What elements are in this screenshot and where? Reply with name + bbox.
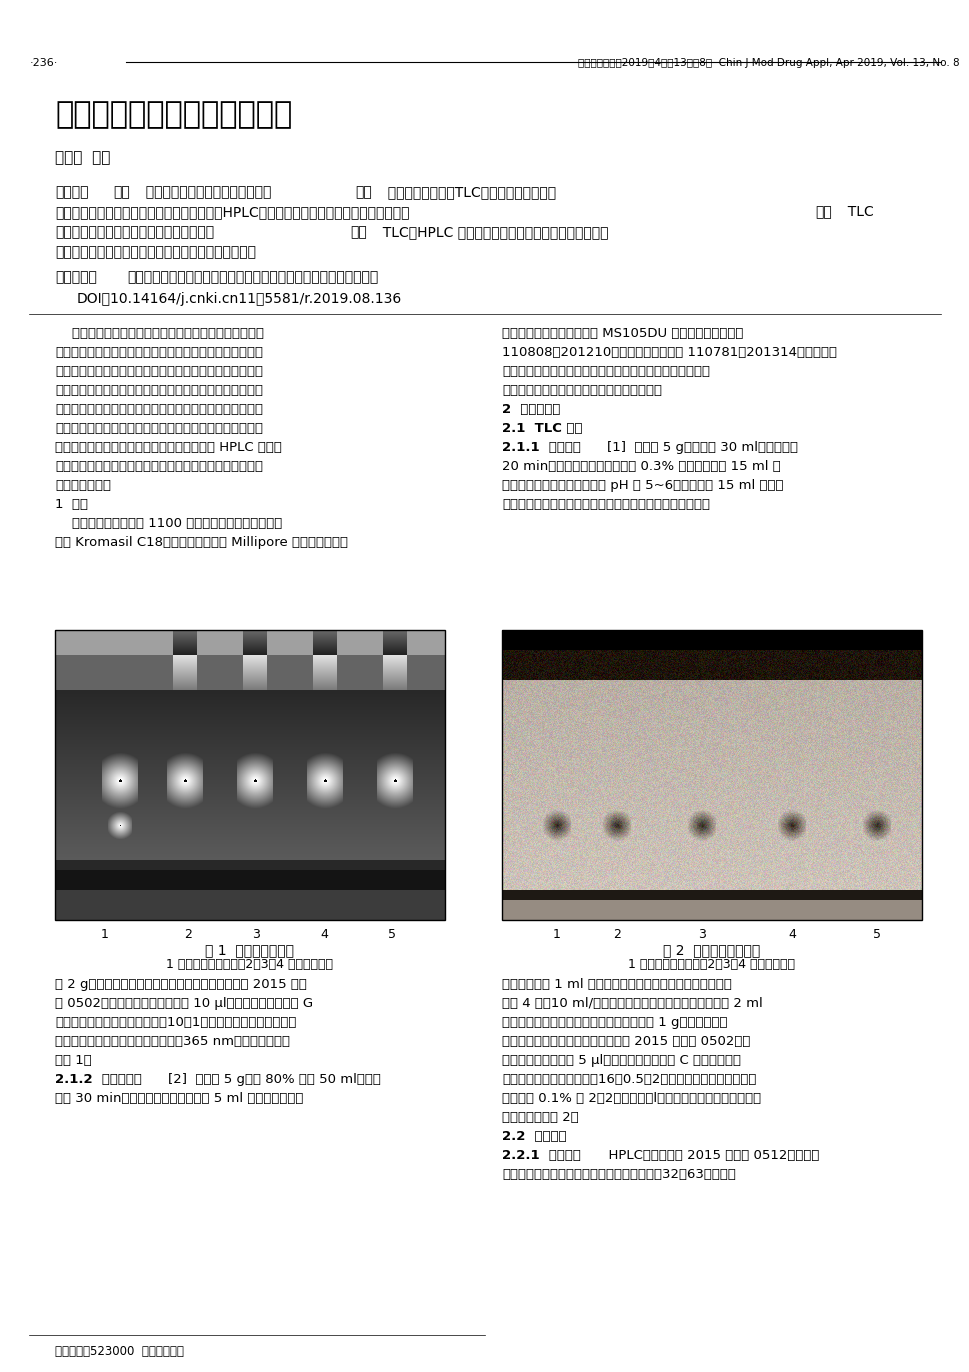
Text: 晾干，用 0.1% 的 2，2－二甲基－l－苔脯基无水乙醇溶液浸板，: 晾干，用 0.1% 的 2，2－二甲基－l－苔脯基无水乙醇溶液浸板， <box>502 1092 761 1104</box>
Text: 5: 5 <box>388 927 395 941</box>
Text: 结论: 结论 <box>350 225 366 239</box>
Text: 1 为黄芙甲苷对照品；2、3、4 为三批供试品: 1 为黄芙甲苷对照品；2、3、4 为三批供试品 <box>167 958 333 971</box>
Text: 2.2.1  黄芪甲苷: 2.2.1 黄芪甲苷 <box>502 1148 580 1162</box>
Text: 验，吸取两种溶液各 5 μl，分别点于同一硅胶 C 薄层板上，以: 验，吸取两种溶液各 5 μl，分别点于同一硅胶 C 薄层板上，以 <box>502 1054 740 1067</box>
Text: 5: 5 <box>872 927 880 941</box>
Text: 何氏养肾方飗粒质量标准研究: 何氏养肾方飗粒质量标准研究 <box>55 100 292 129</box>
Text: 作者单位：523000  东莞市中医院: 作者单位：523000 东莞市中医院 <box>55 1345 184 1358</box>
Text: 中国现代药物应2019年4月第13卷第8期  Chin J Mod Drug Appl, Apr 2019, Vol. 13, No. 8: 中国现代药物应2019年4月第13卷第8期 Chin J Mod Drug Ap… <box>578 58 959 69</box>
Text: 晾干，置氨气中熏后，置紫外光灯（365 nm）下检视。结果: 晾干，置氨气中熏后，置紫外光灯（365 nm）下检视。结果 <box>55 1034 290 1048</box>
Text: 见图 1。: 见图 1。 <box>55 1054 92 1067</box>
Text: 振摇 4 次，10 ml/次，合并正丁醇液，蒸干，残渣加甲醇 2 ml: 振摇 4 次，10 ml/次，合并正丁醇液，蒸干，残渣加甲醇 2 ml <box>502 997 762 1010</box>
Text: 便。因此，本研究采用喷雾干燥、湿法制粒等制药技术改进: 便。因此，本研究采用喷雾干燥、湿法制粒等制药技术改进 <box>55 423 263 435</box>
Text: 2.1  TLC 鉴别: 2.1 TLC 鉴别 <box>502 423 582 435</box>
Text: 【摘要】: 【摘要】 <box>55 185 88 199</box>
Text: 2  方法与结果: 2 方法与结果 <box>502 403 560 416</box>
Text: 4: 4 <box>787 927 796 941</box>
Text: 2.2  含量测定: 2.2 含量测定 <box>502 1131 566 1143</box>
Text: 图 1  黄芙薄层色谱图: 图 1 黄芙薄层色谱图 <box>205 943 295 958</box>
Text: 粒质量的作用。: 粒质量的作用。 <box>55 479 110 493</box>
Text: 材 2 g，同法制成对照溶液。薄层色谱法（中国药典 2015 版通: 材 2 g，同法制成对照溶液。薄层色谱法（中国药典 2015 版通 <box>55 978 306 991</box>
Text: 薄层板上，以三氯甲烷－甲醇（10：1）为展开剂，展开，取出，: 薄层板上，以三氯甲烷－甲醇（10：1）为展开剂，展开，取出， <box>55 1017 297 1029</box>
Text: 分取乙酸乙酯液，用无水硫酸钠的滤纸滤过，滤液蒸干。残: 分取乙酸乙酯液，用无水硫酸钠的滤纸滤过，滤液蒸干。残 <box>502 498 709 510</box>
Text: 莫美红  刘仔: 莫美红 刘仔 <box>55 150 110 165</box>
Text: 3: 3 <box>252 927 260 941</box>
Text: 乙酸乙酯－甲醇－冰醋酸（16：0.5：2）为展开剂，展开，取出，: 乙酸乙酯－甲醇－冰醋酸（16：0.5：2）为展开剂，展开，取出， <box>502 1073 756 1087</box>
Text: 等效果，其有效成分为黄芪甲苷；配以生地黄有脾肾共补、: 等效果，其有效成分为黄芪甲苷；配以生地黄有脾肾共补、 <box>55 365 263 379</box>
Text: 【关键词】: 【关键词】 <box>55 270 97 284</box>
Text: [1]  取本品 5 g，加乙醇 30 ml，加热回流: [1] 取本品 5 g，加乙醇 30 ml，加热回流 <box>607 440 797 454</box>
Text: HPLC（中国药典 2015 版通则 0512）测定。: HPLC（中国药典 2015 版通则 0512）测定。 <box>600 1148 819 1162</box>
Text: [2]  取本品 5 g，加 80% 甲醇 50 ml，超声: [2] 取本品 5 g，加 80% 甲醇 50 ml，超声 <box>168 1073 381 1087</box>
Bar <box>55 630 445 921</box>
Text: 具有较好的临床治疗效果，但汤剂在服用、携带等方面不方: 具有较好的临床治疗效果，但汤剂在服用、携带等方面不方 <box>55 403 263 416</box>
Text: 何氏养肾方；质量标准；薄层鉴别；高效液相；黄芪甲苷；生地梓醇: 何氏养肾方；质量标准；薄层鉴别；高效液相；黄芪甲苷；生地梓醇 <box>127 270 378 284</box>
Text: 1: 1 <box>552 927 560 941</box>
Text: 处理 30 min，过滤过滤液，残渣加水 5 ml 溶解，加正丁醇: 处理 30 min，过滤过滤液，残渣加水 5 ml 溶解，加正丁醇 <box>55 1092 303 1104</box>
Text: 溶解，作为供试品溶液。另取地黄对照药材 1 g，同法制成对: 溶解，作为供试品溶液。另取地黄对照药材 1 g，同法制成对 <box>502 1017 727 1029</box>
Text: 本文对何氏养肾方颗粒进行质量标准研究，对黄芪、生: 本文对何氏养肾方颗粒进行质量标准研究，对黄芪、生 <box>55 327 264 340</box>
Text: 2.1.2  生地黄鉴别: 2.1.2 生地黄鉴别 <box>55 1073 141 1087</box>
Text: 采用薄层色谱法（TLC）对该方中的黄芪、: 采用薄层色谱法（TLC）对该方中的黄芪、 <box>379 185 555 199</box>
Text: 养肾方中的有效成分进行定量测定，具有控制何氏养肾方颗: 养肾方中的有效成分进行定量测定，具有控制何氏养肾方颗 <box>55 460 263 473</box>
Text: 解，滤过，滤液用稀盐酸调节 pH 值 5~6，乙酸乙酯 15 ml 提取，: 解，滤过，滤液用稀盐酸调节 pH 值 5~6，乙酸乙酯 15 ml 提取， <box>502 479 783 493</box>
Text: TLC: TLC <box>838 204 873 220</box>
Text: 方法: 方法 <box>355 185 371 199</box>
Text: ·236·: ·236· <box>30 58 58 69</box>
Text: 为颗粒制剂。为保证其治疗效果，本研究选用 HPLC 对何氏: 为颗粒制剂。为保证其治疗效果，本研究选用 HPLC 对何氏 <box>55 440 282 454</box>
Bar <box>502 630 922 921</box>
Text: 晾干。结果见图 2。: 晾干。结果见图 2。 <box>502 1111 578 1124</box>
Text: 1 为生地棓醇对照品；2、3、4 为三批供试品: 1 为生地棓醇对照品；2、3、4 为三批供试品 <box>628 958 795 971</box>
Text: 建立何氏养肾方颗粒的质量标准。: 建立何氏养肾方颗粒的质量标准。 <box>137 185 271 199</box>
Text: 地黄进行薄层鉴定，黄芪为君药，具有补气健脾、升阳举陷: 地黄进行薄层鉴定，黄芪为君药，具有补气健脾、升阳举陷 <box>55 346 263 359</box>
Text: 2: 2 <box>184 927 192 941</box>
Text: 20 min，过滤滤液蒸干，残渣加 0.3% 氯氧化钠溶液 15 ml 溶: 20 min，过滤滤液蒸干，残渣加 0.3% 氯氧化钠溶液 15 ml 溶 <box>502 460 780 473</box>
Text: 1: 1 <box>101 927 109 941</box>
Text: 有较好的重现性，可用于何氏养肾方颗粒的质量标准。: 有较好的重现性，可用于何氏养肾方颗粒的质量标准。 <box>55 246 256 259</box>
Text: 则 0502）试验，吸取两种溶液各 10 μl，分别点于同一硅胶 G: 则 0502）试验，吸取两种溶液各 10 μl，分别点于同一硅胶 G <box>55 997 313 1010</box>
Text: 110808－201210）、黄芪甲苷（批号 110781－201314）对照品购: 110808－201210）、黄芪甲苷（批号 110781－201314）对照品… <box>502 346 836 359</box>
Text: 采用美国安捷伦公司 1100 系列高效液相色谱仪，色谱: 采用美国安捷伦公司 1100 系列高效液相色谱仪，色谱 <box>55 517 282 530</box>
Text: 生地黄进行定性鉴别，采用高效液相色谱法（HPLC）对黄芪甲苷、生地梓醇进行定量检测。: 生地黄进行定性鉴别，采用高效液相色谱法（HPLC）对黄芪甲苷、生地梓醇进行定量检… <box>55 204 409 220</box>
Text: 购自梅特勒－托利多公司的 MS105DU 型。生地梓醇（批号: 购自梅特勒－托利多公司的 MS105DU 型。生地梓醇（批号 <box>502 327 742 340</box>
Text: 目的: 目的 <box>112 185 130 199</box>
Text: 2: 2 <box>612 927 620 941</box>
Text: 3: 3 <box>698 927 705 941</box>
Text: 2.1.1  黄芪鉴别: 2.1.1 黄芪鉴别 <box>502 440 580 454</box>
Text: 图 2  生地黄薄层色谱图: 图 2 生地黄薄层色谱图 <box>663 943 760 958</box>
Text: 摄阳归阴之效，梓醇为生地黄的有效成分。何氏养肾方汤剂: 摄阳归阴之效，梓醇为生地黄的有效成分。何氏养肾方汤剂 <box>55 384 263 397</box>
Text: 柱为 Kromasil C18，水纯化系统购自 Millipore 公司，电子天平: 柱为 Kromasil C18，水纯化系统购自 Millipore 公司，电子天… <box>55 536 348 549</box>
Text: 其他试剂均为分析纯。何氏养肾方颗粒自制。: 其他试剂均为分析纯。何氏养肾方颗粒自制。 <box>502 384 661 397</box>
Text: 十八烷基硅烷键合硅胶为填充剂；乙腈－水（32：63）为流动: 十八烷基硅烷键合硅胶为填充剂；乙腈－水（32：63）为流动 <box>502 1168 735 1181</box>
Text: 能够检出黄芪、生地黄，阴性对照无干扰。: 能够检出黄芪、生地黄，阴性对照无干扰。 <box>55 225 214 239</box>
Text: 结果: 结果 <box>814 204 830 220</box>
Text: 1  材料: 1 材料 <box>55 498 88 510</box>
Text: DOI：10.14164/j.cnki.cn11－5581/r.2019.08.136: DOI：10.14164/j.cnki.cn11－5581/r.2019.08.… <box>77 292 402 306</box>
Text: 4: 4 <box>320 927 328 941</box>
Text: 照药材溶液。薄层色谱法（中国药典 2015 版通则 0502）试: 照药材溶液。薄层色谱法（中国药典 2015 版通则 0502）试 <box>502 1034 750 1048</box>
Text: 渣加乙酸乙酯 1 ml 溶解，作为供试品溶液。另取黄芪对照药: 渣加乙酸乙酯 1 ml 溶解，作为供试品溶液。另取黄芪对照药 <box>502 978 732 991</box>
Text: TLC、HPLC 检测具有较高的灵敏度，且操作方便，具: TLC、HPLC 检测具有较高的灵敏度，且操作方便，具 <box>374 225 608 239</box>
Text: 自中国药品生物制品检定所。乙腈为色谱纯，水为超纯水，: 自中国药品生物制品检定所。乙腈为色谱纯，水为超纯水， <box>502 365 709 379</box>
